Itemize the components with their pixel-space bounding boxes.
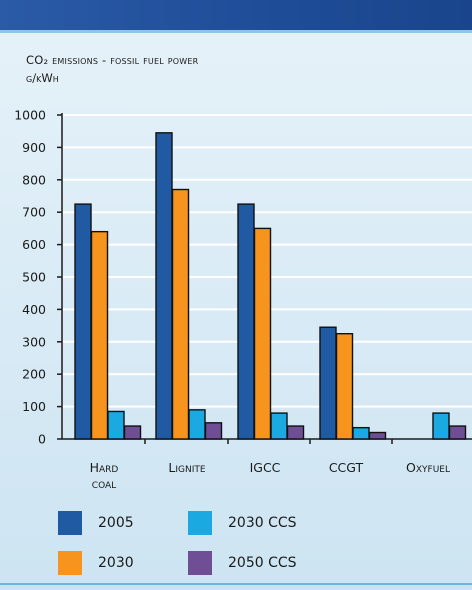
y-tick-label: 200 — [22, 367, 46, 382]
x-tick-label: coal — [92, 476, 116, 491]
y-tick-label: 400 — [22, 302, 46, 317]
x-tick-label: Oxyfuel — [406, 460, 450, 475]
bar-2050-ccs — [286, 425, 305, 440]
y-tick-label: 300 — [22, 334, 46, 349]
y-tick-label: 600 — [22, 237, 46, 252]
header-accent-line — [0, 30, 472, 33]
y-tick-label: 800 — [22, 172, 46, 187]
legend-swatch — [188, 511, 212, 535]
bar-2050-ccs — [123, 425, 142, 440]
legend-label: 2030 CCS — [228, 515, 297, 531]
bar-2050-ccs — [204, 422, 223, 440]
legend-label: 2005 — [98, 515, 134, 531]
x-tick-label: IGCC — [250, 460, 281, 475]
chart-title: CO₂ emissions - fossil fuel power — [26, 53, 199, 67]
y-tick-label: 700 — [22, 205, 46, 220]
footer-line — [0, 583, 472, 590]
legend-swatch — [58, 511, 82, 535]
header-bar — [0, 0, 472, 30]
legend-label: 2050 CCS — [228, 555, 297, 571]
bar-2005 — [155, 132, 173, 440]
bar-2030-ccs — [270, 412, 288, 440]
legend-item: 2005 — [58, 510, 134, 536]
bar-2005 — [319, 326, 337, 440]
bar-2030 — [171, 188, 190, 440]
x-tick-label: CCGT — [329, 460, 364, 475]
y-tick-label: 900 — [22, 140, 46, 155]
legend-item: 2050 CCS — [188, 550, 297, 576]
x-tick-label: Lignite — [168, 460, 205, 475]
y-tick-label: 500 — [22, 270, 46, 285]
x-tick-label: Hard — [90, 460, 119, 475]
bar-2050-ccs — [448, 425, 467, 440]
bar-2030-ccs — [188, 409, 206, 440]
bar-2030-ccs — [107, 410, 125, 440]
bar-2005 — [237, 203, 255, 440]
y-tick-label: 1000 — [14, 108, 46, 123]
bar-2030-ccs — [352, 426, 370, 440]
legend-swatch — [188, 551, 212, 575]
bar-2030 — [335, 333, 354, 440]
bar-2050-ccs — [368, 431, 387, 440]
y-tick-label: 100 — [22, 399, 46, 414]
legend-label: 2030 — [98, 555, 134, 571]
legend-item: 2030 CCS — [188, 510, 297, 536]
bar-2030 — [90, 230, 109, 440]
legend-swatch — [58, 551, 82, 575]
bar-2030-ccs — [432, 412, 450, 440]
bar-2030 — [253, 227, 272, 440]
legend-item: 2030 — [58, 550, 134, 576]
y-tick-label: 0 — [38, 432, 46, 447]
y-axis-unit-label: g/kWh — [26, 71, 59, 85]
bar-2005 — [74, 203, 92, 440]
